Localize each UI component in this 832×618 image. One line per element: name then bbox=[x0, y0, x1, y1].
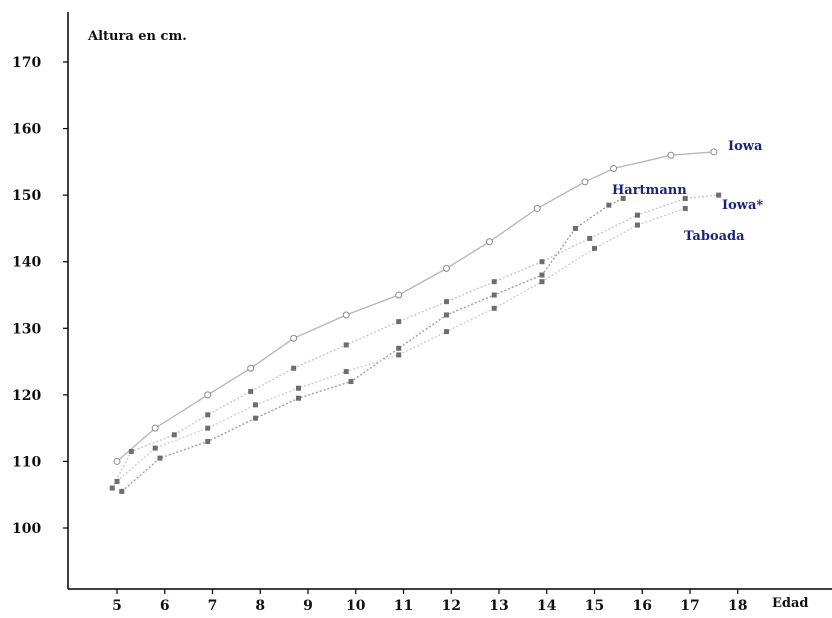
series-layer: Iowa Hartmann Iowa* Taboada bbox=[109, 139, 763, 494]
data-point-hartmann bbox=[109, 485, 115, 491]
series-taboada: Taboada bbox=[114, 205, 745, 484]
series-line-hartmann bbox=[111, 194, 719, 489]
y-tick-label-130: 130 bbox=[12, 321, 41, 337]
data-point-iowa bbox=[290, 334, 298, 342]
y-tick-label-120: 120 bbox=[12, 388, 41, 404]
data-point-iowa bbox=[491, 292, 497, 298]
y-tick-label-170: 170 bbox=[12, 55, 41, 71]
data-point-hartmann bbox=[539, 259, 545, 265]
series-label-iowa: Iowa* bbox=[722, 198, 763, 213]
x-tick-label-11: 11 bbox=[394, 598, 413, 613]
series-hartmann: Hartmann bbox=[109, 183, 722, 491]
x-axis-title: Edad bbox=[772, 596, 809, 611]
data-point-iowa bbox=[204, 391, 212, 399]
x-tick-label-15: 15 bbox=[585, 598, 604, 613]
series-line-iowa bbox=[116, 151, 714, 462]
data-point-taboada bbox=[295, 385, 301, 391]
x-tick-label-5: 5 bbox=[112, 598, 122, 613]
data-point-iowa bbox=[247, 364, 255, 372]
x-tick-label-10: 10 bbox=[346, 598, 366, 613]
data-point-iowa bbox=[252, 415, 258, 421]
series-iowa: Iowa* bbox=[119, 195, 763, 494]
series-label-hartmann: Hartmann bbox=[612, 183, 687, 198]
data-point-iowa bbox=[667, 151, 675, 159]
data-point-iowa bbox=[342, 311, 350, 319]
data-point-iowa bbox=[396, 345, 402, 351]
data-point-iowa bbox=[539, 272, 545, 278]
data-point-hartmann bbox=[128, 448, 134, 454]
data-point-iowa bbox=[295, 395, 301, 401]
data-point-iowa bbox=[395, 291, 403, 299]
data-point-hartmann bbox=[443, 299, 449, 305]
data-point-iowa bbox=[620, 195, 626, 201]
data-point-iowa bbox=[348, 379, 354, 385]
y-tick-label-150: 150 bbox=[12, 188, 41, 204]
data-point-iowa bbox=[119, 488, 125, 494]
data-point-hartmann bbox=[396, 319, 402, 325]
data-point-iowa bbox=[442, 264, 450, 272]
data-point-hartmann bbox=[587, 235, 593, 241]
data-point-iowa bbox=[113, 457, 121, 465]
data-point-iowa bbox=[151, 424, 159, 432]
data-point-hartmann bbox=[634, 212, 640, 218]
x-tick-label-9: 9 bbox=[303, 598, 313, 613]
y-tick-label-160: 160 bbox=[12, 122, 41, 138]
data-point-hartmann bbox=[716, 192, 722, 198]
series-iowa: Iowa bbox=[113, 139, 763, 465]
data-point-taboada bbox=[539, 279, 545, 285]
y-tick-label-100: 100 bbox=[12, 521, 41, 537]
x-tick-label-18: 18 bbox=[728, 598, 747, 613]
data-point-iowa bbox=[610, 165, 618, 173]
x-tick-label-7: 7 bbox=[208, 598, 218, 613]
y-tick-label-140: 140 bbox=[12, 255, 41, 271]
data-point-iowa bbox=[710, 148, 718, 156]
y-axis-title: Altura en cm. bbox=[87, 29, 187, 44]
data-point-hartmann bbox=[682, 195, 688, 201]
data-point-taboada bbox=[592, 245, 597, 251]
data-point-taboada bbox=[205, 425, 211, 431]
series-line-taboada bbox=[116, 207, 686, 482]
labels-layer: Altura en cm. Edad bbox=[87, 29, 809, 611]
data-point-hartmann bbox=[343, 342, 349, 348]
y-tick-label-110: 110 bbox=[12, 454, 41, 470]
x-tick-label-8: 8 bbox=[255, 598, 265, 613]
data-point-iowa bbox=[443, 312, 449, 318]
data-point-taboada bbox=[682, 205, 688, 211]
data-point-taboada bbox=[396, 352, 402, 358]
data-point-hartmann bbox=[171, 432, 177, 438]
data-point-hartmann bbox=[291, 365, 297, 371]
data-point-taboada bbox=[634, 222, 640, 228]
axes-layer: 100 110 120 130 140 150 160 170 5 6 7 8 9 10 11 12 13 14 1… bbox=[12, 12, 832, 614]
data-point-taboada bbox=[114, 478, 120, 484]
data-point-iowa bbox=[606, 202, 612, 208]
data-point-taboada bbox=[343, 369, 349, 375]
data-point-iowa bbox=[572, 225, 578, 231]
series-label-taboada: Taboada bbox=[684, 229, 745, 244]
series-label-iowa: Iowa bbox=[728, 139, 763, 154]
data-point-hartmann bbox=[248, 389, 254, 395]
x-tick-label-13: 13 bbox=[489, 598, 508, 613]
data-point-hartmann bbox=[205, 412, 211, 418]
x-tick-label-16: 16 bbox=[633, 598, 652, 613]
x-tick-label-14: 14 bbox=[537, 598, 557, 613]
data-point-hartmann bbox=[491, 279, 497, 285]
x-tick-label-6: 6 bbox=[160, 598, 170, 613]
data-point-iowa bbox=[205, 438, 211, 444]
data-point-iowa bbox=[533, 204, 541, 212]
data-point-iowa bbox=[157, 455, 163, 461]
data-point-taboada bbox=[152, 445, 158, 451]
x-tick-label-12: 12 bbox=[442, 598, 461, 613]
data-point-taboada bbox=[491, 305, 497, 311]
x-tick-label-17: 17 bbox=[680, 598, 699, 613]
data-point-iowa bbox=[581, 178, 589, 186]
series-line-iowa bbox=[121, 197, 624, 492]
data-point-taboada bbox=[443, 329, 449, 335]
data-point-iowa bbox=[485, 238, 493, 246]
data-point-taboada bbox=[252, 402, 258, 408]
